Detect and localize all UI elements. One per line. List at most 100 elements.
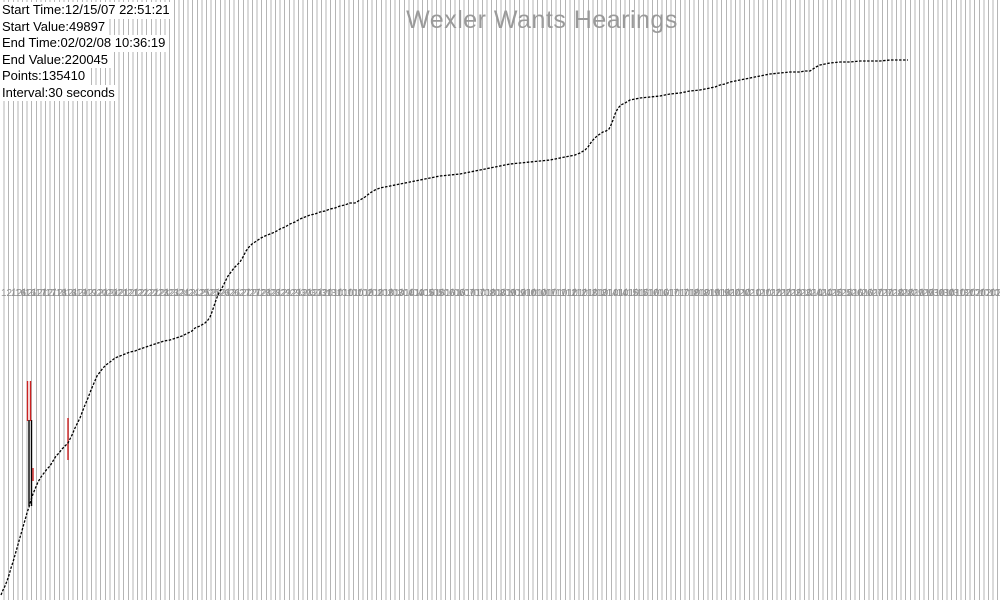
x-axis-date-label: 01/30 (929, 288, 955, 299)
x-axis-date-label: 01/30 (919, 288, 945, 299)
x-axis-date-label: 12/25 (184, 288, 210, 299)
x-axis-date-label: 12/18 (41, 288, 67, 299)
x-axis-date-label: 01/10 (511, 288, 537, 299)
interval-label: Interval:30 seconds (2, 84, 118, 101)
x-axis-date-label: 01/05 (409, 288, 435, 299)
x-axis-date-label: 01/06 (439, 288, 465, 299)
x-axis-date-label: 12/19 (62, 288, 88, 299)
x-axis-date-label: 12/27 (225, 288, 251, 299)
x-axis-date-label: 12/24 (174, 288, 200, 299)
x-axis-date-label: 12/19 (72, 288, 98, 299)
x-axis-date-label: 12/17 (21, 288, 47, 299)
x-axis-date-label: 01/24 (806, 288, 832, 299)
x-axis-date-label: 01/18 (684, 288, 710, 299)
x-axis-date-label: 01/14 (592, 288, 618, 299)
x-axis-date-label: 01/06 (429, 288, 455, 299)
x-axis-date-label: 01/23 (786, 288, 812, 299)
x-axis-date-label: 01/29 (908, 288, 934, 299)
x-axis-date-label: 01/22 (765, 288, 791, 299)
x-axis-date-label: 01/17 (663, 288, 689, 299)
x-axis-date-label: 12/16 (1, 288, 27, 299)
x-axis-date-label: 01/18 (674, 288, 700, 299)
x-axis-date-label: 01/15 (613, 288, 639, 299)
x-axis-date-label: 01/19 (694, 288, 720, 299)
end-value-label: End Value:220045 (2, 51, 112, 68)
x-axis-date-label: 12/30 (296, 288, 322, 299)
x-axis-date-label: 12/31 (317, 288, 343, 299)
x-axis-date-label: 12/29 (266, 288, 292, 299)
x-axis-date-label: 01/21 (745, 288, 771, 299)
x-axis-date-label: 12/24 (164, 288, 190, 299)
x-axis-date-label: 01/03 (368, 288, 394, 299)
x-axis-date-label: 01/05 (419, 288, 445, 299)
x-axis-date-label: 12/20 (82, 288, 108, 299)
x-axis-date-label: 12/31 (307, 288, 333, 299)
x-axis-date-label: 01/20 (725, 288, 751, 299)
x-axis-date-label: 12/16 (11, 288, 37, 299)
x-axis-date-label: 12/17 (31, 288, 57, 299)
x-axis-date-label: 01/02 (357, 288, 383, 299)
x-axis-date-label: 12/23 (143, 288, 169, 299)
x-axis-date-label: 01/13 (582, 288, 608, 299)
x-axis-date-label: 12/21 (103, 288, 129, 299)
x-axis-date-label: 01/10 (521, 288, 547, 299)
x-axis-date-label: 01/12 (551, 288, 577, 299)
x-axis-date-label: 01/09 (500, 288, 526, 299)
x-axis-date-label: 02/02 (980, 288, 1000, 299)
x-axis-date-label: 02/01 (959, 288, 985, 299)
x-axis-date-label: 01/01 (327, 288, 353, 299)
x-axis-date-label: 01/02 (347, 288, 373, 299)
x-axis-date-label: 01/19 (704, 288, 730, 299)
x-axis-date-label: 01/12 (561, 288, 587, 299)
x-axis-date-label: 12/30 (286, 288, 312, 299)
x-axis-date-label: 12/29 (276, 288, 302, 299)
x-axis-date-label: 12/26 (215, 288, 241, 299)
start-time-label: Start Time:12/15/07 22:51:21 (2, 2, 173, 19)
x-axis-date-label: 01/08 (480, 288, 506, 299)
x-axis-date-label: 12/25 (194, 288, 220, 299)
x-axis-date-label: 01/08 (470, 288, 496, 299)
x-axis-label-band: 12/16 12/16 12/17 12/17 12/18 12/18 12/19 12/19… (0, 287, 1000, 300)
x-axis-date-label: 01/21 (735, 288, 761, 299)
x-axis-date-label: 01/28 (888, 288, 914, 299)
chart-title: Wexler Wants Hearings (406, 6, 678, 34)
x-axis-date-label: 01/03 (378, 288, 404, 299)
end-time-label: End Time:02/02/08 10:36:19 (2, 35, 169, 52)
value-line (0, 59, 908, 596)
x-axis-date-label: 12/21 (113, 288, 139, 299)
x-axis-date-label: 01/16 (643, 288, 669, 299)
x-axis-date-label: 01/07 (459, 288, 485, 299)
x-axis-date-label: 01/24 (796, 288, 822, 299)
x-axis-date-label: 01/16 (633, 288, 659, 299)
x-axis-date-label: 02/02 (990, 288, 1000, 299)
x-axis-date-label: 01/01 (337, 288, 363, 299)
x-axis-date-label: 01/04 (398, 288, 424, 299)
x-axis-date-label: 12/23 (153, 288, 179, 299)
x-axis-date-label: 01/29 (898, 288, 924, 299)
x-axis-date-label: 01/14 (602, 288, 628, 299)
x-axis-date-label: 01/26 (847, 288, 873, 299)
x-axis-date-label: 01/11 (541, 288, 566, 299)
x-axis-date-label: 12/22 (123, 288, 149, 299)
x-axis-date-label: 01/20 (715, 288, 741, 299)
x-axis-date-label: 01/31 (949, 288, 975, 299)
start-value-label: Start Value:49897 (2, 18, 109, 35)
points-count-label: Points:135410 (2, 68, 89, 85)
x-axis-date-label: 01/15 (623, 288, 649, 299)
x-axis-date-label: 01/13 (572, 288, 598, 299)
x-axis-date-label: 01/17 (653, 288, 679, 299)
x-axis-date-label: 01/27 (857, 288, 883, 299)
x-axis-date-label: 12/26 (205, 288, 231, 299)
x-axis-date-label: 12/18 (51, 288, 77, 299)
x-axis-date-label: 01/27 (867, 288, 893, 299)
x-axis-date-label: 01/26 (837, 288, 863, 299)
x-axis-date-label: 12/27 (235, 288, 261, 299)
chart-info-panel: Start Time:12/15/07 22:51:21 Start Value… (2, 2, 173, 101)
x-axis-date-label: 12/20 (92, 288, 118, 299)
x-axis-date-label: 12/28 (245, 288, 271, 299)
x-axis-date-label: 02/01 (969, 288, 995, 299)
x-axis-date-label: 01/25 (827, 288, 853, 299)
